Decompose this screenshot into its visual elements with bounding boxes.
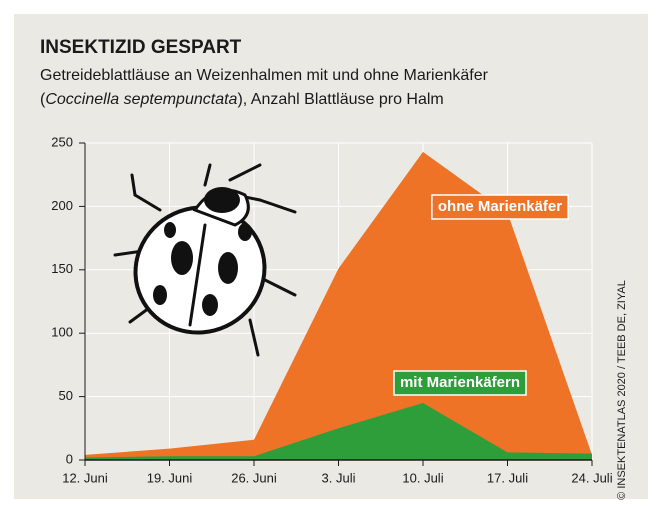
x-tick-label: 24. Juli: [571, 470, 612, 485]
y-tick-label: 50: [59, 388, 73, 403]
series-label: mit Marienkäfern: [400, 374, 520, 391]
credit: © INSEKTENATLAS 2020 / TEEB DE, ZIYAL: [616, 280, 628, 500]
y-tick-label: 150: [51, 261, 73, 276]
x-tick-label: 10. Juli: [402, 470, 443, 485]
x-tick-label: 19. Juni: [147, 470, 193, 485]
chart-subtitle: Getreideblattläuse an Weizenhalmen mit u…: [40, 67, 489, 84]
chart-subtitle: (Coccinella septempunctata), Anzahl Blat…: [40, 91, 444, 108]
chart-title: INSEKTIZID GESPART: [40, 37, 242, 58]
y-tick-label: 250: [51, 134, 73, 149]
series-label: ohne Marienkäfer: [438, 198, 562, 215]
subtitle-part: ), Anzahl Blattläuse pro Halm: [237, 91, 443, 108]
y-tick-label: 200: [51, 198, 73, 213]
y-tick-label: 0: [66, 451, 73, 466]
y-tick-label: 100: [51, 325, 73, 340]
x-tick-label: 17. Juli: [487, 470, 528, 485]
x-tick-label: 26. Juni: [231, 470, 277, 485]
x-tick-label: 3. Juli: [322, 470, 356, 485]
subtitle-part: Coccinella septempunctata: [45, 91, 237, 108]
x-tick-label: 12. Juni: [62, 470, 108, 485]
chart: INSEKTIZID GESPART Getreideblattläuse an…: [0, 0, 662, 513]
